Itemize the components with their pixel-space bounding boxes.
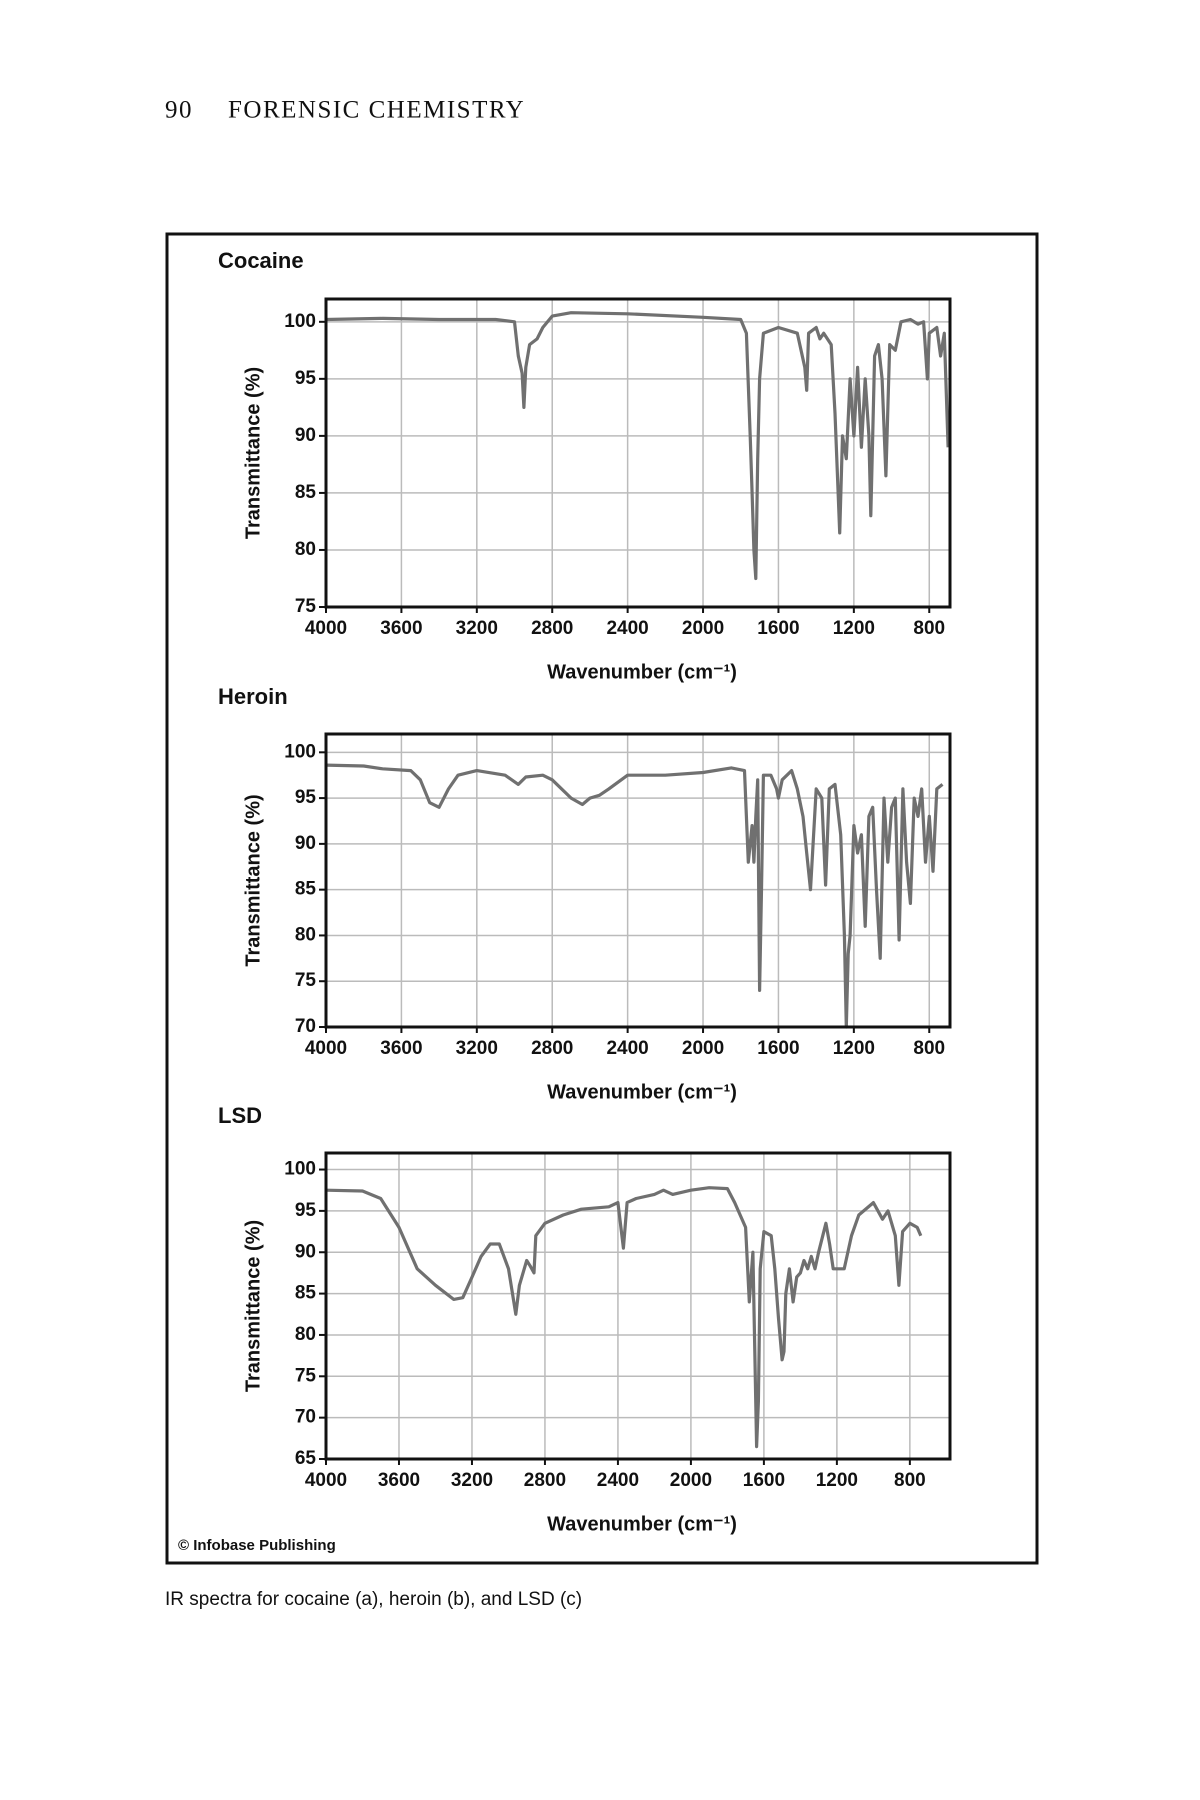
x-tick-label: 3200 <box>451 1470 493 1491</box>
plot-frame <box>324 297 952 609</box>
y-axis-label: Transmittance (%) <box>242 367 264 539</box>
x-tick-label: 2000 <box>682 618 724 639</box>
y-tick-label: 80 <box>295 1324 316 1345</box>
y-tick-label: 80 <box>295 924 316 945</box>
y-tick-label: 95 <box>295 368 317 389</box>
running-head: FORENSIC CHEMISTRY <box>228 97 525 124</box>
x-axis-label: Wavenumber (cm⁻¹) <box>547 1081 737 1103</box>
chart-title: Heroin <box>218 684 288 709</box>
x-axis-label: Wavenumber (cm⁻¹) <box>547 661 737 683</box>
plot-frame <box>324 1151 952 1461</box>
x-tick-label: 800 <box>913 618 945 639</box>
chart-title: Cocaine <box>218 248 304 273</box>
y-tick-label: 100 <box>284 1159 316 1180</box>
figure-frame <box>165 232 1039 1565</box>
y-tick-label: 75 <box>295 1365 317 1386</box>
y-tick-label: 90 <box>295 833 316 854</box>
plot-frame <box>324 732 952 1029</box>
x-tick-label: 2800 <box>531 618 573 639</box>
y-tick-label: 65 <box>295 1448 317 1469</box>
x-tick-label: 800 <box>894 1470 926 1491</box>
y-tick-label: 70 <box>295 1407 316 1428</box>
x-tick-label: 3600 <box>380 1038 422 1059</box>
x-tick-label: 800 <box>913 1038 945 1059</box>
y-tick-label: 75 <box>295 596 317 617</box>
y-axis-label: Transmittance (%) <box>242 794 264 966</box>
plot-area <box>326 299 950 607</box>
y-axis-label: Transmittance (%) <box>242 1220 264 1392</box>
y-tick-label: 100 <box>284 311 316 332</box>
x-tick-label: 1600 <box>743 1470 785 1491</box>
y-tick-label: 100 <box>284 741 316 762</box>
x-tick-label: 2400 <box>606 618 648 639</box>
x-tick-label: 3600 <box>378 1470 420 1491</box>
credit: © Infobase Publishing <box>178 1537 336 1554</box>
x-tick-label: 3200 <box>456 618 498 639</box>
x-tick-label: 1600 <box>757 618 799 639</box>
page-number: 90 <box>165 97 193 124</box>
x-tick-label: 3200 <box>456 1038 498 1059</box>
x-tick-label: 2800 <box>531 1038 573 1059</box>
spectrum-line <box>325 311 950 581</box>
y-tick-label: 70 <box>295 1016 316 1037</box>
x-tick-label: 4000 <box>305 1470 347 1491</box>
y-tick-label: 95 <box>295 787 317 808</box>
x-axis-label: Wavenumber (cm⁻¹) <box>547 1513 737 1535</box>
x-tick-label: 2400 <box>606 1038 648 1059</box>
x-tick-label: 1200 <box>833 618 875 639</box>
x-tick-label: 1200 <box>816 1470 858 1491</box>
x-tick-label: 4000 <box>305 1038 347 1059</box>
y-tick-label: 85 <box>295 482 317 503</box>
chart-title: LSD <box>218 1103 262 1128</box>
plot-area <box>326 1153 950 1459</box>
y-tick-label: 95 <box>295 1200 317 1221</box>
x-tick-label: 3600 <box>380 618 422 639</box>
y-tick-label: 80 <box>295 539 316 560</box>
x-tick-label: 2800 <box>524 1470 566 1491</box>
caption: IR spectra for cocaine (a), heroin (b), … <box>165 1589 582 1610</box>
x-tick-label: 1200 <box>833 1038 875 1059</box>
x-tick-label: 2400 <box>597 1470 639 1491</box>
y-tick-label: 90 <box>295 1241 316 1262</box>
x-tick-label: 2000 <box>670 1470 712 1491</box>
x-tick-label: 2000 <box>682 1038 724 1059</box>
y-tick-label: 85 <box>295 879 317 900</box>
x-tick-label: 4000 <box>305 618 347 639</box>
y-tick-label: 75 <box>295 970 317 991</box>
y-tick-label: 90 <box>295 425 316 446</box>
x-tick-label: 1600 <box>757 1038 799 1059</box>
spectrum-line <box>325 763 944 1029</box>
spectrum-line <box>325 1186 923 1449</box>
y-tick-label: 85 <box>295 1283 317 1304</box>
